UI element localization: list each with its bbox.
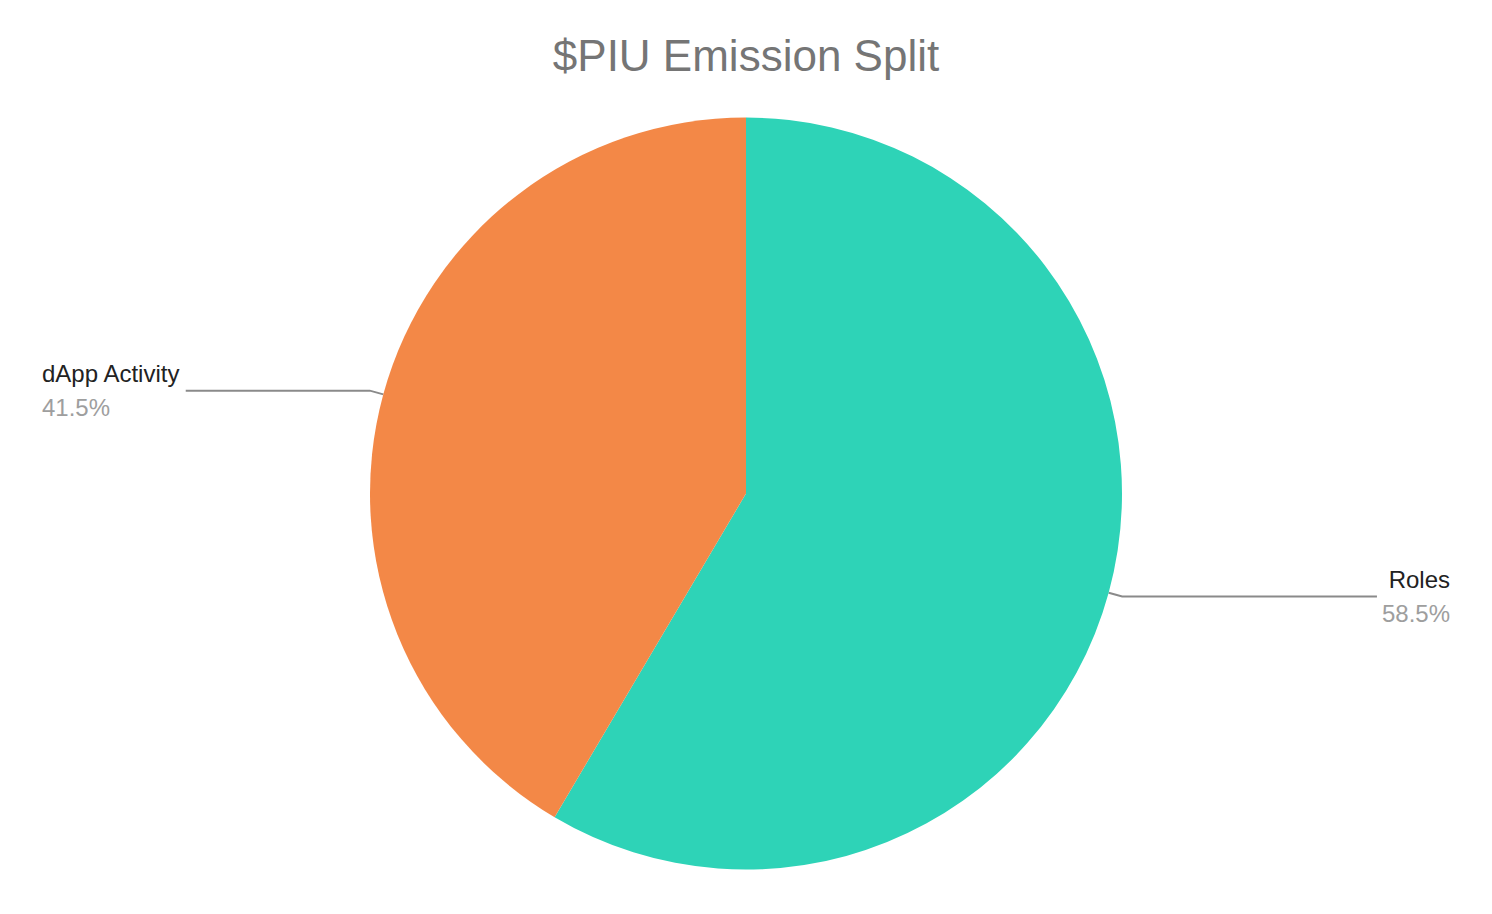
svg-text:58.5%: 58.5% (1382, 600, 1450, 627)
svg-text:Roles: Roles (1389, 566, 1450, 593)
svg-text:$PIU Emission Split: $PIU Emission Split (553, 31, 939, 80)
svg-text:41.5%: 41.5% (42, 394, 110, 421)
svg-text:dApp Activity: dApp Activity (42, 360, 179, 387)
